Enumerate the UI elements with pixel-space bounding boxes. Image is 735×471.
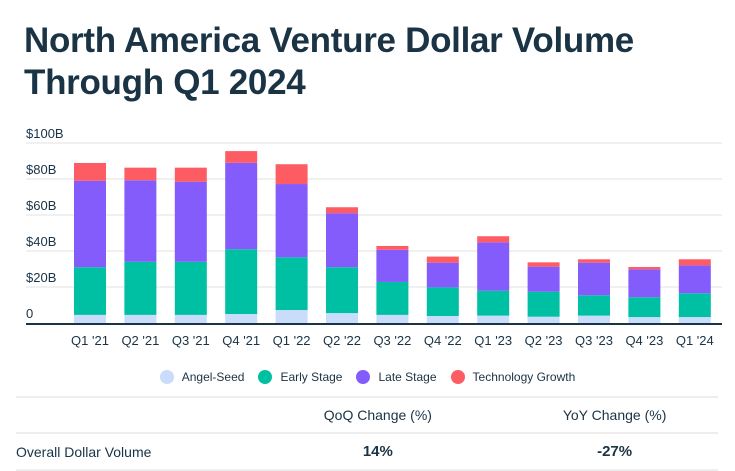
bar-segment-angel-seed [678, 317, 711, 323]
bar-segment-angel-seed [426, 315, 459, 323]
y-tick-label: $60B [26, 198, 56, 213]
title-line-2: Through Q1 2024 [24, 63, 306, 102]
bar-segment-early-stage [578, 295, 610, 316]
bar-segment-angel-seed [326, 313, 358, 323]
legend-item-early-stage[interactable]: Early Stage [258, 370, 342, 384]
yoy-value: -27% [597, 443, 633, 460]
bar-segment-late-stage [578, 262, 610, 296]
x-tick-label: Q3 '22 [373, 333, 411, 348]
bar-segment-late-stage [74, 180, 106, 268]
bar-segment-angel-seed [74, 314, 106, 323]
legend-item-late-stage[interactable]: Late Stage [356, 370, 437, 384]
table-header-row: QoQ Change (%) YoY Change (%) [16, 396, 718, 432]
legend-item-technology-growth[interactable]: Technology Growth [450, 370, 576, 384]
bar-segment-technology-growth [74, 162, 106, 181]
x-tick-label: Q2 '23 [525, 333, 563, 348]
bar-segment-technology-growth [225, 151, 258, 163]
bar-segment-late-stage [527, 266, 560, 292]
bar-segment-early-stage [527, 291, 560, 317]
bar-segment-late-stage [628, 269, 661, 298]
bar-segment-late-stage [124, 180, 157, 262]
bar-segment-angel-seed [527, 316, 560, 323]
bar-segment-late-stage [426, 262, 459, 288]
bar-segment-technology-growth [578, 259, 610, 263]
qoq-value: 14% [362, 443, 393, 460]
bar-segment-technology-growth [477, 236, 510, 243]
y-tick-label: $100B [26, 126, 64, 141]
legend-label: Angel-Seed [181, 370, 245, 384]
x-tick-label: Q4 '23 [625, 333, 663, 348]
legend-swatch-technology-growth [450, 370, 465, 384]
legend-swatch-late-stage [356, 370, 371, 384]
bar-segment-angel-seed [376, 314, 409, 323]
x-tick-label: Q1 '23 [474, 333, 512, 348]
bar-segment-technology-growth [326, 207, 358, 214]
bar-segment-angel-seed [477, 315, 510, 323]
bar-segment-technology-growth [527, 262, 560, 267]
legend-label: Early Stage [280, 370, 343, 384]
bar-segment-early-stage [678, 293, 711, 318]
bar-segment-early-stage [124, 261, 157, 315]
bar-segment-late-stage [678, 265, 711, 294]
bar-segment-angel-seed [225, 314, 258, 323]
legend-swatch-angel-seed [159, 370, 174, 384]
stacked-bar-chart: 0 $20B $40B $60B $80B $100B Q1 '21 Q2 '21 Q3 '2… [26, 126, 722, 348]
change-table: QoQ Change (%) YoY Change (%) Overall Do… [16, 396, 718, 471]
x-tick-label: Q4 '21 [222, 333, 260, 348]
x-tick-label: Q3 '21 [172, 333, 210, 348]
bar-segment-early-stage [225, 249, 258, 314]
bars [74, 151, 711, 323]
bar-segment-early-stage [275, 257, 308, 311]
x-axis-ticks: Q1 '21 Q2 '21 Q3 '21 Q4 '21 Q1 '22 Q2 '22 Q3 '… [71, 333, 714, 348]
bar-segment-early-stage [376, 281, 409, 315]
x-tick-label: Q3 '23 [575, 333, 613, 348]
x-tick-label: Q1 '24 [676, 333, 714, 348]
legend-label: Late Stage [378, 370, 437, 384]
legend-swatch-early-stage [258, 370, 273, 384]
bar-segment-technology-growth [678, 259, 711, 266]
bar-segment-early-stage [426, 287, 459, 316]
y-tick-label: $20B [26, 270, 56, 285]
legend: Angel-Seed Early Stage Late Stage Techno… [0, 370, 735, 384]
title-line-1: North America Venture Dollar Volume [24, 21, 634, 60]
bar-segment-technology-growth [124, 167, 157, 181]
bar-segment-late-stage [477, 242, 510, 291]
bar-segment-early-stage [74, 267, 106, 315]
bar-segment-early-stage [628, 297, 661, 318]
bar-segment-late-stage [225, 162, 258, 250]
bar-segment-angel-seed [578, 315, 610, 323]
x-tick-label: Q2 '22 [323, 333, 361, 348]
bar-segment-angel-seed [628, 317, 661, 323]
bar-segment-early-stage [174, 261, 207, 315]
bar-segment-angel-seed [174, 314, 207, 323]
bar-segment-technology-growth [426, 256, 459, 263]
y-tick-label: $40B [26, 234, 56, 249]
x-tick-label: Q4 '22 [424, 333, 462, 348]
chart-title: North America Venture Dollar Volume Thro… [24, 20, 634, 104]
bar-segment-technology-growth [174, 167, 207, 182]
bar-segment-early-stage [326, 267, 358, 314]
table-header-yoy: YoY Change (%) [562, 407, 667, 423]
bar-segment-technology-growth [376, 245, 409, 250]
x-tick-label: Q1 '21 [71, 333, 109, 348]
bar-segment-technology-growth [275, 164, 308, 185]
bar-segment-late-stage [275, 184, 308, 258]
y-axis-ticks: 0 $20B $40B $60B $80B $100B [26, 126, 64, 321]
bar-segment-technology-growth [628, 267, 661, 270]
table-header-qoq: QoQ Change (%) [323, 407, 432, 423]
x-tick-label: Q2 '21 [121, 333, 159, 348]
bar-segment-late-stage [376, 249, 409, 282]
bar-segment-angel-seed [275, 310, 308, 323]
bar-segment-angel-seed [124, 314, 157, 323]
legend-item-angel-seed[interactable]: Angel-Seed [159, 370, 245, 384]
row-label: Overall Dollar Volume [16, 443, 152, 460]
x-tick-label: Q1 '22 [273, 333, 311, 348]
legend-label: Technology Growth [472, 370, 576, 384]
y-tick-label: $80B [26, 162, 56, 177]
bar-segment-early-stage [477, 290, 510, 316]
bar-segment-late-stage [174, 181, 207, 262]
table-row: Overall Dollar Volume 14% -27% [16, 432, 718, 471]
y-tick-label: 0 [26, 306, 33, 321]
bar-segment-late-stage [326, 213, 358, 268]
